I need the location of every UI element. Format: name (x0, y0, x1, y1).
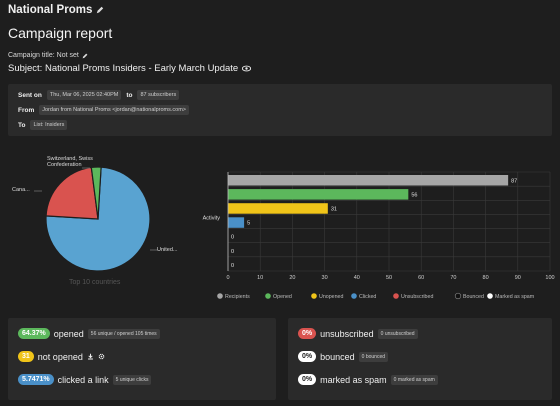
spam-badge: 0% (298, 374, 317, 385)
bar-svg: 0 10 20 30 40 50 60 70 80 90 1008756315000Activity… (203, 171, 555, 300)
bounced-detail: 0 bounced (358, 351, 389, 362)
edit-pencil-icon[interactable] (96, 6, 104, 14)
legend-label[interactable]: Opened (273, 294, 292, 300)
bar-opened[interactable] (228, 189, 409, 200)
x-tick-label: 40 (354, 275, 360, 281)
list-value[interactable]: List: Insiders (30, 120, 68, 130)
not-opened-badge: 31 (18, 351, 34, 362)
legend-marker[interactable] (217, 293, 223, 299)
to-word: to (126, 91, 133, 99)
legend-label[interactable]: Recipients (225, 294, 250, 300)
opened-detail: 56 unique / opened 105 times (87, 328, 160, 339)
stat-clicked: 5.7471% clicked a link 5 unique clicks (18, 374, 152, 385)
unsubscribed-detail: 0 unsubscribed (377, 328, 418, 339)
not-opened-label: not opened (37, 351, 83, 362)
bar-value-label: 0 (231, 235, 234, 241)
bar-value-label: 87 (511, 178, 517, 184)
y-category-label: Activity (203, 216, 221, 222)
legend-marker[interactable] (454, 292, 462, 300)
legend-label[interactable]: Marked as spam (495, 294, 535, 300)
activity-bar-chart: 0 10 20 30 40 50 60 70 80 90 100 87 56 31 5 0 0 0 Activity… (196, 166, 556, 306)
from-value: Jordan from National Proms <jordan@natio… (39, 105, 190, 115)
unsubscribed-badge: 0% (298, 328, 317, 339)
eye-icon[interactable] (242, 65, 252, 72)
x-tick-label: 10 (257, 275, 263, 281)
from-label: From (18, 106, 35, 114)
pie-slice[interactable] (90, 166, 102, 220)
bar-value-label: 5 (247, 221, 250, 227)
bounced-label: bounced (320, 351, 355, 362)
org-name: National Proms (8, 4, 104, 16)
subscriber-count: 87 subscribers (137, 90, 180, 100)
x-tick-label: 100 (545, 275, 554, 281)
to-row: To List: Insiders (18, 120, 68, 130)
bar-recipients[interactable] (228, 175, 509, 186)
send-details-panel: Sent on Thu, Mar 06, 2025 02:40PM to 87 … (8, 84, 552, 136)
legend-label[interactable]: Bounced (463, 294, 484, 300)
stat-bounced: 0% bounced 0 bounced (298, 351, 389, 362)
campaign-title: Campaign title: Not set (8, 52, 88, 59)
bar-value-label: 31 (331, 206, 337, 212)
settings-gear-icon[interactable] (98, 353, 105, 360)
pie-label-canada: Cana... (12, 187, 30, 193)
stat-spam: 0% marked as spam 0 marked as spam (298, 374, 438, 385)
pie-label-switzerland: Switzerland, Swiss Confederation (47, 156, 93, 168)
countries-pie-chart: Switzerland, Swiss Confederation Cana...… (8, 150, 188, 290)
bar-clicked[interactable] (228, 217, 245, 228)
spam-label: marked as spam (320, 374, 387, 385)
subject-text: Subject: National Proms Insiders - Early… (8, 63, 239, 74)
sent-on-row: Sent on Thu, Mar 06, 2025 02:40PM to 87 … (18, 90, 180, 100)
legend-marker[interactable] (351, 293, 357, 299)
pie-label-united: United... (157, 247, 178, 253)
bar-unopened[interactable] (228, 203, 328, 214)
pie-slice[interactable] (45, 166, 99, 220)
x-tick-label: 70 (450, 275, 456, 281)
x-tick-label: 30 (322, 275, 328, 281)
edit-pencil-icon[interactable] (82, 53, 88, 59)
clicked-badge: 5.7471% (18, 374, 54, 385)
x-tick-label: 20 (289, 275, 295, 281)
x-tick-label: 50 (386, 275, 392, 281)
sent-on-value: Thu, Mar 06, 2025 02:40PM (46, 90, 122, 100)
org-name-text: National Proms (8, 4, 93, 16)
legend-marker[interactable] (393, 293, 399, 299)
negative-stats-panel: 0% unsubscribed 0 unsubscribed 0% bounce… (288, 318, 552, 400)
pie-svg (34, 166, 158, 272)
opened-badge: 64.37% (18, 328, 50, 339)
x-tick-label: 0 (226, 275, 229, 281)
bounced-badge: 0% (298, 351, 317, 362)
sent-on-label: Sent on (18, 91, 42, 99)
x-tick-label: 60 (418, 275, 424, 281)
page-title: Campaign report (8, 25, 113, 41)
legend-marker[interactable] (487, 293, 493, 299)
to-label: To (18, 121, 26, 129)
campaign-title-text: Campaign title: Not set (8, 52, 79, 59)
x-tick-label: 80 (483, 275, 489, 281)
engagement-stats-panel: 64.37% opened 56 unique / opened 105 tim… (8, 318, 276, 400)
legend-label[interactable]: Unopened (319, 294, 344, 300)
legend-label[interactable]: Unsubscribed (401, 294, 433, 300)
campaign-subject: Subject: National Proms Insiders - Early… (8, 63, 252, 74)
clicked-label: clicked a link (57, 374, 109, 385)
stat-unsubscribed: 0% unsubscribed 0 unsubscribed (298, 328, 418, 339)
stat-opened: 64.37% opened 56 unique / opened 105 tim… (18, 328, 160, 339)
clicked-detail: 5 unique clicks (112, 374, 152, 385)
download-icon[interactable] (87, 353, 94, 360)
unsubscribed-label: unsubscribed (320, 328, 374, 339)
legend-marker[interactable] (311, 293, 317, 299)
bar-value-label: 0 (231, 249, 234, 255)
opened-label: opened (53, 328, 84, 339)
stat-not-opened: 31 not opened (18, 351, 105, 362)
bar-value-label: 56 (411, 192, 417, 198)
x-tick-label: 90 (515, 275, 521, 281)
pie-caption: Top 10 countries (69, 279, 121, 286)
legend-label[interactable]: Clicked (359, 294, 376, 300)
spam-detail: 0 marked as spam (390, 374, 438, 385)
bar-value-label: 0 (231, 263, 234, 269)
legend-marker[interactable] (265, 293, 271, 299)
from-row: From Jordan from National Proms <jordan@… (18, 105, 190, 115)
